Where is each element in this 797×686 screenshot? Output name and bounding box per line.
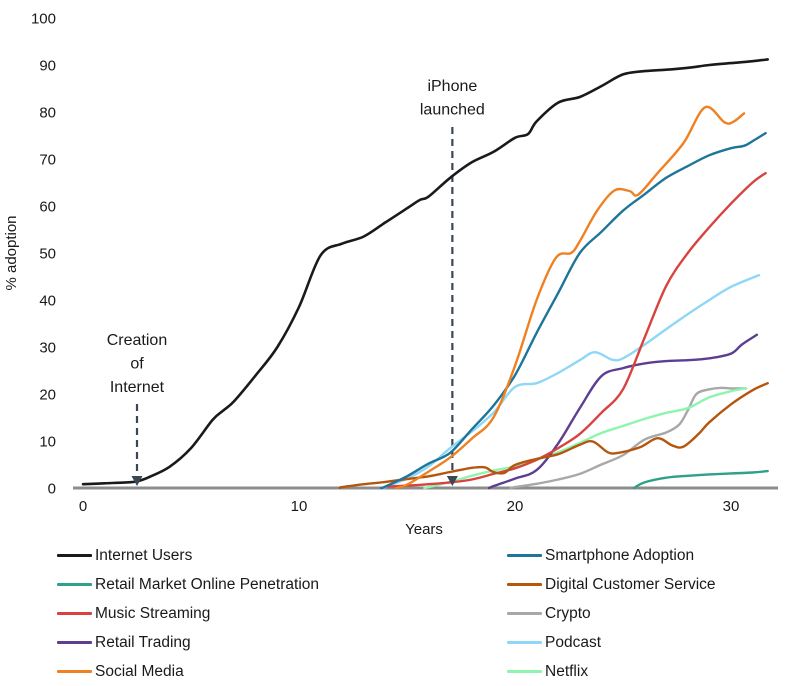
legend-item-internet-users: Internet Users <box>57 541 319 570</box>
y-tick-label: 60 <box>39 199 56 216</box>
legend-item-retail-market-online-penetration: Retail Market Online Penetration <box>57 570 319 599</box>
x-axis-tick-labels: 0 10 20 30 <box>79 498 740 515</box>
y-axis-tick-labels: 0 10 20 30 40 50 60 70 80 90 100 <box>31 11 56 498</box>
legend-label: Retail Trading <box>95 633 191 651</box>
y-tick-label: 100 <box>31 11 56 28</box>
legend-label: Digital Customer Service <box>545 575 716 593</box>
legend-item-crypto: Crypto <box>507 599 716 628</box>
legend-column-left: Internet Users Retail Market Online Penet… <box>57 541 319 686</box>
legend-item-smartphone-adoption: Smartphone Adoption <box>507 541 716 570</box>
annotation-arrowhead-iphone-launched <box>446 476 458 486</box>
x-tick-label: 10 <box>291 498 308 515</box>
series-line-podcast <box>382 273 761 490</box>
series-line-internet-users <box>81 58 769 486</box>
annotations: Creation of Internet iPhone launched <box>107 78 485 475</box>
legend-line-swatch-digital-customer-service <box>507 583 542 586</box>
x-axis-label: Years <box>405 521 443 538</box>
legend-label: Retail Market Online Penetration <box>95 575 320 593</box>
legend-label: Social Media <box>95 662 184 680</box>
annotation-arrowhead-creation-of-internet <box>131 476 143 486</box>
adoption-line-chart: Creation of Internet iPhone launched 0 10 20 30… <box>3 11 778 538</box>
y-tick-label: 30 <box>39 340 56 357</box>
y-tick-label: 80 <box>39 105 56 122</box>
y-tick-label: 90 <box>39 58 56 75</box>
y-tick-label: 70 <box>39 152 56 169</box>
legend-label: Crypto <box>545 604 591 622</box>
legend-item-netflix: Netflix <box>507 657 716 686</box>
annotation-arrowheads <box>131 476 458 486</box>
annotation-text-iphone-launched: iPhone launched <box>420 78 485 119</box>
legend-line-swatch-retail-market-online-penetration <box>57 583 92 586</box>
legend-column-right: Smartphone Adoption Digital Customer Serv… <box>507 541 716 686</box>
series-line-netflix <box>423 387 748 490</box>
legend: Internet Users Retail Market Online Penet… <box>0 541 797 682</box>
legend-line-swatch-retail-trading <box>57 641 92 644</box>
legend-line-swatch-music-streaming <box>57 612 92 615</box>
series-line-music-streaming <box>386 171 767 488</box>
y-tick-label: 20 <box>39 387 56 404</box>
series-lines <box>81 58 769 490</box>
series-line-digital-customer-service <box>338 382 769 490</box>
x-tick-label: 0 <box>79 498 87 515</box>
chart-canvas: Creation of Internet iPhone launched 0 10 20 30… <box>3 11 778 538</box>
series-line-smartphone-adoption <box>379 131 767 490</box>
series-line-retail-trading <box>487 333 759 490</box>
legend-item-music-streaming: Music Streaming <box>57 599 319 628</box>
series-line-crypto <box>509 386 748 490</box>
legend-label: Internet Users <box>95 546 193 564</box>
y-tick-label: 0 <box>48 481 56 498</box>
legend-label: Netflix <box>545 662 589 680</box>
legend-item-social-media: Social Media <box>57 657 319 686</box>
annotation-text-creation-of-internet: Creation of Internet <box>107 332 167 396</box>
legend-line-swatch-social-media <box>57 670 92 673</box>
legend-line-swatch-crypto <box>507 612 542 615</box>
legend-line-swatch-smartphone-adoption <box>507 554 542 557</box>
legend-line-swatch-podcast <box>507 641 542 644</box>
x-tick-label: 30 <box>723 498 740 515</box>
series-line-retail-market-online-penetration <box>632 469 769 490</box>
legend-item-retail-trading: Retail Trading <box>57 628 319 657</box>
legend-label: Smartphone Adoption <box>545 546 695 564</box>
legend-line-swatch-internet-users <box>57 554 92 557</box>
y-axis-label: % adoption <box>3 215 20 290</box>
legend-label: Music Streaming <box>95 604 211 622</box>
legend-label: Podcast <box>545 633 602 651</box>
series-line-social-media <box>395 105 746 490</box>
legend-line-swatch-netflix <box>507 670 542 673</box>
y-tick-label: 50 <box>39 246 56 263</box>
y-tick-label: 40 <box>39 293 56 310</box>
legend-item-podcast: Podcast <box>507 628 716 657</box>
y-tick-label: 10 <box>39 434 56 451</box>
x-tick-label: 20 <box>507 498 524 515</box>
legend-item-digital-customer-service: Digital Customer Service <box>507 570 716 599</box>
